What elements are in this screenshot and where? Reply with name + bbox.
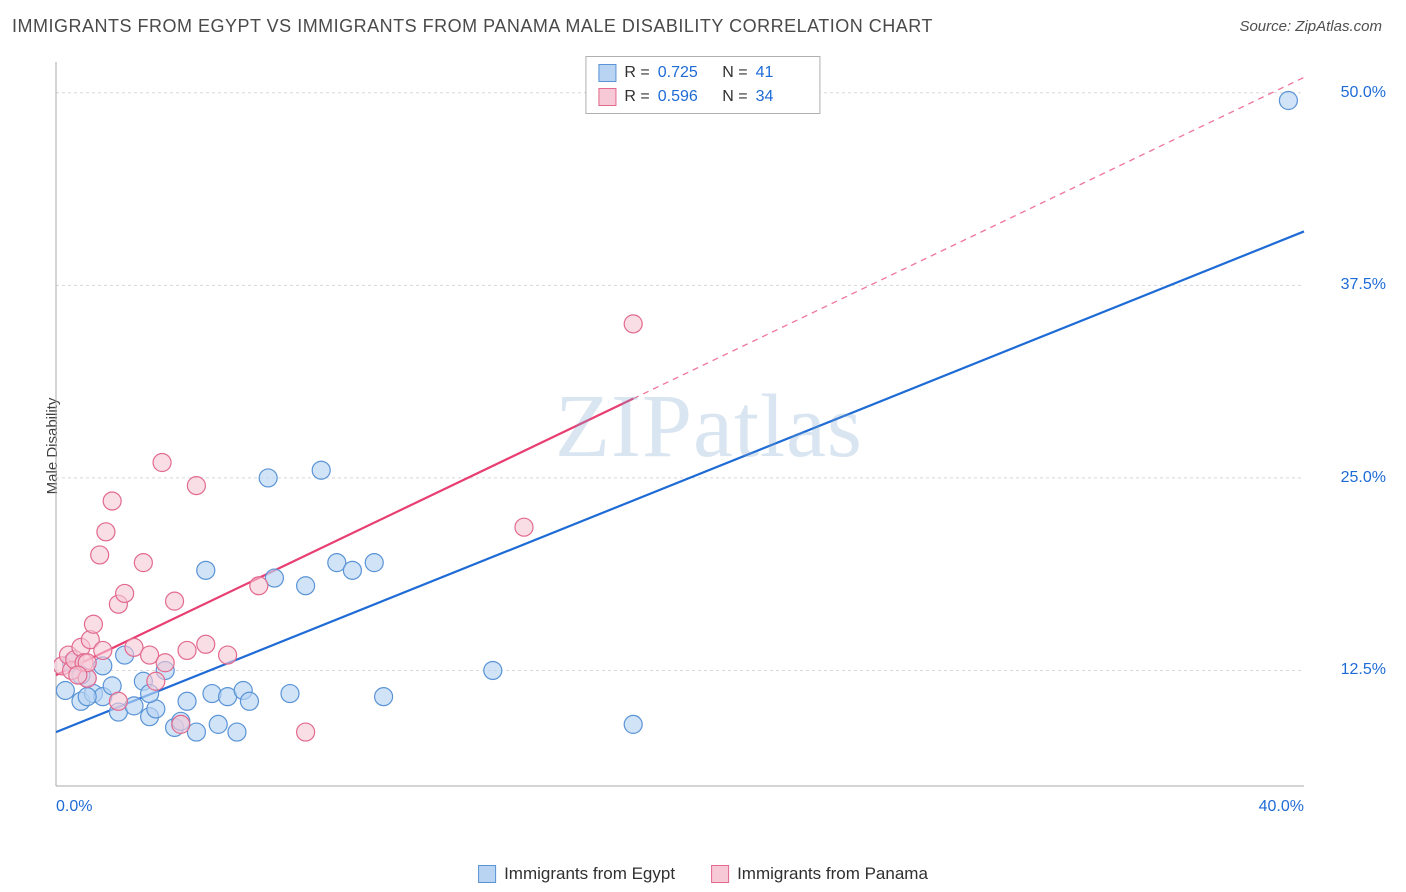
swatch-icon: [478, 865, 496, 883]
legend-item: Immigrants from Panama: [711, 864, 928, 884]
legend: Immigrants from Egypt Immigrants from Pa…: [478, 864, 928, 884]
stat-label: N =: [718, 61, 748, 85]
stats-row: R = 0.725 N = 41: [598, 61, 807, 85]
x-tick-label: 40.0%: [1259, 798, 1304, 816]
swatch-icon: [711, 865, 729, 883]
swatch-icon: [598, 64, 616, 82]
swatch-icon: [598, 88, 616, 106]
y-tick-label: 25.0%: [1341, 469, 1386, 487]
stat-label: R =: [624, 85, 649, 109]
stat-n-value: 34: [756, 85, 808, 109]
source-attribution: Source: ZipAtlas.com: [1239, 18, 1382, 35]
stat-r-value: 0.596: [658, 85, 710, 109]
stat-label: N =: [718, 85, 748, 109]
chart-plot-area: ZIPatlas: [54, 52, 1364, 822]
legend-label: Immigrants from Egypt: [504, 864, 675, 884]
stat-n-value: 41: [756, 61, 808, 85]
x-tick-label: 0.0%: [56, 798, 92, 816]
legend-label: Immigrants from Panama: [737, 864, 928, 884]
stats-row: R = 0.596 N = 34: [598, 85, 807, 109]
chart-title: IMMIGRANTS FROM EGYPT VS IMMIGRANTS FROM…: [12, 16, 933, 37]
correlation-stats-box: R = 0.725 N = 41 R = 0.596 N = 34: [585, 56, 820, 114]
stat-r-value: 0.725: [658, 61, 710, 85]
scatter-plot-svg: [54, 52, 1364, 822]
y-tick-label: 37.5%: [1341, 276, 1386, 294]
legend-item: Immigrants from Egypt: [478, 864, 675, 884]
y-tick-label: 50.0%: [1341, 84, 1386, 102]
stat-label: R =: [624, 61, 649, 85]
y-tick-label: 12.5%: [1341, 661, 1386, 679]
